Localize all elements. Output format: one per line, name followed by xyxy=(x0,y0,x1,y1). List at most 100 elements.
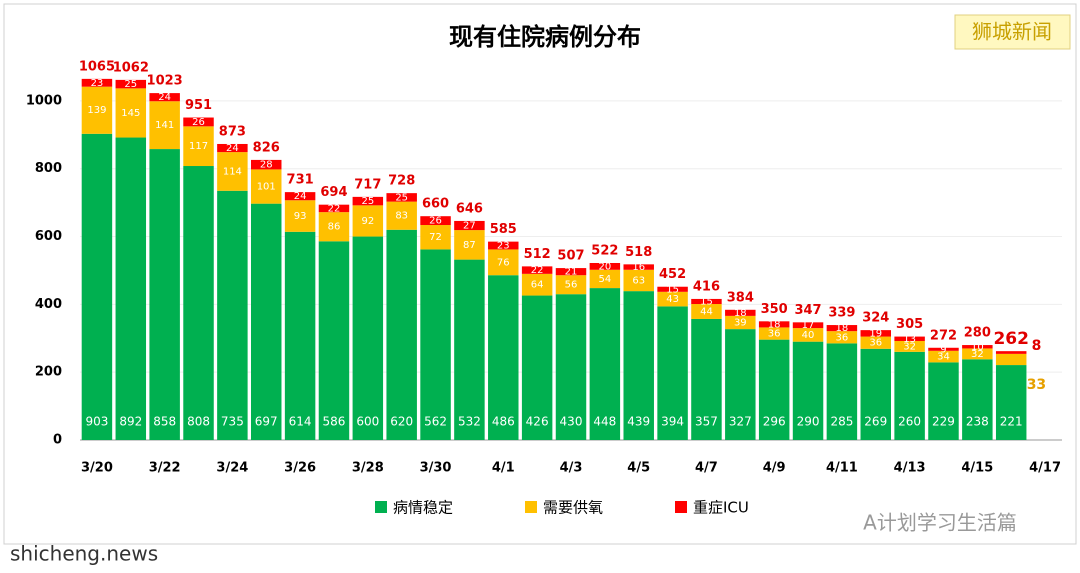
bar-segment xyxy=(589,288,621,440)
bar-segment xyxy=(792,341,824,440)
bar-segment xyxy=(691,298,722,305)
data-label: 32 xyxy=(971,349,984,360)
data-label: 600 xyxy=(356,415,379,429)
bar-segment xyxy=(657,286,688,292)
data-label: 229 xyxy=(932,415,955,429)
bar-segment xyxy=(149,93,180,102)
data-label: 63 xyxy=(632,275,645,286)
total-label: 452 xyxy=(659,267,686,282)
bar-segment xyxy=(420,249,451,440)
bar-segment xyxy=(826,325,858,332)
x-tick-label: 4/15 xyxy=(961,461,993,476)
data-label: 32 xyxy=(903,341,916,352)
bar-segment xyxy=(217,152,248,191)
data-label: 87 xyxy=(463,240,476,251)
total-label: 350 xyxy=(761,302,788,317)
bar-segment xyxy=(488,241,519,250)
x-tick-label: 4/13 xyxy=(894,461,926,476)
bar-segment xyxy=(928,362,959,440)
bar-segment xyxy=(725,309,756,316)
total-label: 717 xyxy=(354,177,381,192)
data-label: 22 xyxy=(328,203,341,214)
total-label: 518 xyxy=(625,245,652,260)
total-label: 694 xyxy=(320,185,347,200)
data-label: 39 xyxy=(734,318,747,329)
data-label: 892 xyxy=(119,415,142,429)
data-label: 15 xyxy=(700,296,713,307)
data-label: 260 xyxy=(898,415,921,429)
bar-segment xyxy=(758,327,790,340)
x-tick-label: 3/26 xyxy=(284,461,316,476)
bar-segment xyxy=(488,275,519,440)
data-label: 18 xyxy=(734,308,747,319)
bar-segment xyxy=(623,291,654,440)
bar-segment xyxy=(352,196,384,206)
data-label: 25 xyxy=(395,192,408,203)
data-label: 296 xyxy=(763,415,786,429)
total-label: 646 xyxy=(456,201,483,216)
data-label: 24 xyxy=(158,92,171,103)
data-label: 15 xyxy=(666,284,679,295)
bar-segment xyxy=(623,269,654,292)
data-label: 25 xyxy=(124,79,137,90)
total-label: 339 xyxy=(828,306,855,321)
bar-segment xyxy=(826,331,858,344)
data-label: 145 xyxy=(121,108,140,119)
data-label: 117 xyxy=(189,141,208,152)
bar-segment xyxy=(995,353,1027,366)
data-label: 25 xyxy=(361,196,374,207)
total-label: 1062 xyxy=(113,60,149,75)
data-label: 36 xyxy=(869,338,882,349)
bar-segment xyxy=(217,143,248,153)
bar-segment xyxy=(420,225,451,250)
bar-segment xyxy=(962,359,993,440)
total-label: 1065 xyxy=(79,59,115,74)
total-label: 660 xyxy=(422,197,449,212)
data-label: 83 xyxy=(395,211,408,222)
data-label: 9 xyxy=(940,344,946,355)
total-label: 826 xyxy=(253,140,280,155)
bar-segment xyxy=(183,126,214,167)
bar-segment xyxy=(623,264,654,270)
data-label: 28 xyxy=(260,160,273,171)
data-label: 735 xyxy=(221,415,244,429)
legend-label: 重症ICU xyxy=(693,499,749,517)
x-tick-label: 4/1 xyxy=(492,461,515,476)
data-label: 448 xyxy=(593,415,616,429)
chart-title: 现有住院病例分布 xyxy=(449,23,641,51)
total-label: 585 xyxy=(490,222,517,237)
data-label: 285 xyxy=(830,415,853,429)
data-label: 86 xyxy=(328,222,341,233)
data-label: 36 xyxy=(836,332,849,343)
data-label: 394 xyxy=(661,415,684,429)
bar-segment xyxy=(386,201,417,230)
bar-segment xyxy=(81,78,113,87)
bar-segment xyxy=(691,318,722,440)
total-label: 507 xyxy=(557,249,584,264)
legend-label: 病情稳定 xyxy=(393,499,453,517)
data-label: 40 xyxy=(802,330,815,341)
bar-segment xyxy=(555,268,587,276)
x-tick-label: 4/7 xyxy=(695,461,718,476)
bar-segment xyxy=(725,329,756,440)
data-label: 33 xyxy=(1027,377,1046,393)
bar-segment xyxy=(995,351,1027,354)
bar-segment xyxy=(826,343,858,440)
bar-segment xyxy=(149,149,180,440)
total-label: 873 xyxy=(219,124,246,139)
bar-segment xyxy=(81,133,113,440)
y-tick-label: 0 xyxy=(53,433,62,448)
data-label: 114 xyxy=(223,166,242,177)
bar-segment xyxy=(284,231,316,440)
y-tick-label: 200 xyxy=(35,365,62,380)
total-label: 272 xyxy=(930,328,957,343)
data-label: 697 xyxy=(255,415,278,429)
bar-segment xyxy=(758,321,790,328)
data-label: 44 xyxy=(700,306,713,317)
data-label: 26 xyxy=(192,117,205,128)
bar-segment xyxy=(115,88,147,138)
y-tick-label: 800 xyxy=(35,161,62,176)
x-tick-label: 3/20 xyxy=(81,461,113,476)
bar-segment xyxy=(115,137,147,440)
